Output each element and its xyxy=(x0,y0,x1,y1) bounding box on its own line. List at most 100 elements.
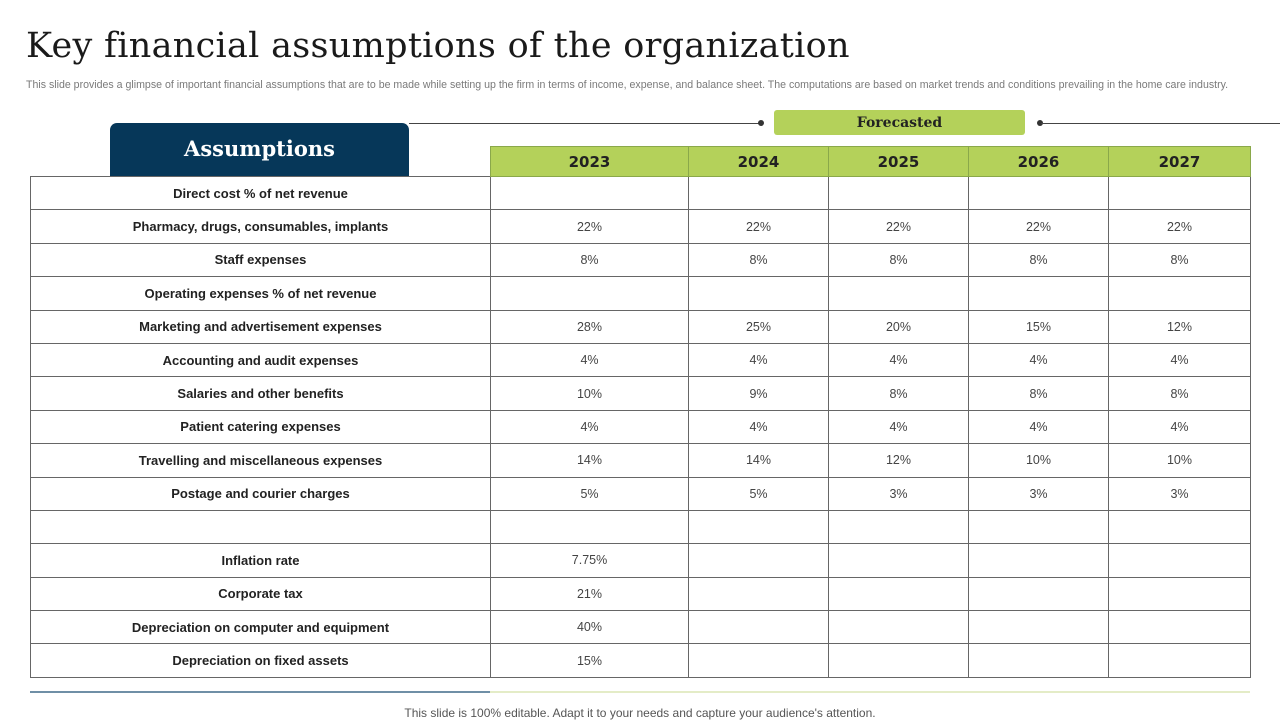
value-cell-2023: 4% xyxy=(490,342,689,378)
table-row: Depreciation on computer and equipment 40… xyxy=(30,610,1251,645)
value-cell-2026: 8% xyxy=(968,242,1109,278)
value-cell-2024: 5% xyxy=(688,476,829,511)
value-cell-2026: 4% xyxy=(968,409,1109,445)
table-row: Salaries and other benefits 10% 9% 8% 8% 8% xyxy=(30,376,1251,411)
value-cell-2025 xyxy=(828,610,969,645)
value-cell-2025 xyxy=(828,509,969,545)
value-cell-2023: 28% xyxy=(490,309,689,344)
value-cell-2025 xyxy=(828,543,969,578)
value-cell-2024 xyxy=(688,276,829,311)
value-cell-2026 xyxy=(968,175,1109,211)
value-cell-2027: 8% xyxy=(1108,376,1251,411)
value-cell-2023: 5% xyxy=(490,476,689,511)
value-cell-2025 xyxy=(828,276,969,311)
value-cell-2026: 15% xyxy=(968,309,1109,344)
row-label xyxy=(30,509,491,545)
table-row: Depreciation on fixed assets 15% xyxy=(30,643,1251,678)
table-row: Postage and courier charges 5% 5% 3% 3% 3% xyxy=(30,476,1251,511)
row-label: Patient catering expenses xyxy=(30,409,491,445)
value-cell-2023: 14% xyxy=(490,443,689,478)
value-cell-2024: 4% xyxy=(688,342,829,378)
value-cell-2027 xyxy=(1108,610,1251,645)
value-cell-2025: 3% xyxy=(828,476,969,511)
value-cell-2024 xyxy=(688,543,829,578)
row-label: Staff expenses xyxy=(30,242,491,278)
value-cell-2027 xyxy=(1108,509,1251,545)
value-cell-2025 xyxy=(828,643,969,678)
row-label: Salaries and other benefits xyxy=(30,376,491,411)
value-cell-2027 xyxy=(1108,276,1251,311)
value-cell-2025: 4% xyxy=(828,409,969,445)
value-cell-2027: 10% xyxy=(1108,443,1251,478)
value-cell-2023 xyxy=(490,276,689,311)
table-row: Corporate tax 21% xyxy=(30,576,1251,612)
value-cell-2026: 10% xyxy=(968,443,1109,478)
row-label: Depreciation on computer and equipment xyxy=(30,610,491,645)
value-cell-2023: 21% xyxy=(490,576,689,612)
row-label: Operating expenses % of net revenue xyxy=(30,276,491,311)
forecasted-label: Forecasted xyxy=(774,110,1025,135)
row-label: Pharmacy, drugs, consumables, implants xyxy=(30,209,491,244)
table-row xyxy=(30,509,1251,545)
value-cell-2027 xyxy=(1108,175,1251,211)
value-cell-2025: 22% xyxy=(828,209,969,244)
value-cell-2026 xyxy=(968,643,1109,678)
year-header-2026: 2026 xyxy=(968,146,1109,177)
value-cell-2024: 22% xyxy=(688,209,829,244)
value-cell-2024: 14% xyxy=(688,443,829,478)
value-cell-2023 xyxy=(490,509,689,545)
page-title: Key financial assumptions of the organiz… xyxy=(26,26,850,66)
table-row: Operating expenses % of net revenue xyxy=(30,276,1251,311)
value-cell-2027: 22% xyxy=(1108,209,1251,244)
row-label: Corporate tax xyxy=(30,576,491,612)
table-row: Direct cost % of net revenue xyxy=(30,175,1251,211)
row-label: Travelling and miscellaneous expenses xyxy=(30,443,491,478)
value-cell-2024 xyxy=(688,576,829,612)
value-cell-2025: 8% xyxy=(828,242,969,278)
year-header-2024: 2024 xyxy=(688,146,829,177)
row-label: Marketing and advertisement expenses xyxy=(30,309,491,344)
table-row: Pharmacy, drugs, consumables, implants 22… xyxy=(30,209,1251,244)
table-row: Staff expenses 8% 8% 8% 8% 8% xyxy=(30,242,1251,278)
connector-line-left xyxy=(409,123,761,124)
value-cell-2024: 8% xyxy=(688,242,829,278)
value-cell-2025: 12% xyxy=(828,443,969,478)
page-subtitle: This slide provides a glimpse of importa… xyxy=(26,79,1229,91)
value-cell-2023: 7.75% xyxy=(490,543,689,578)
table-row: Patient catering expenses 4% 4% 4% 4% 4% xyxy=(30,409,1251,445)
value-cell-2025: 4% xyxy=(828,342,969,378)
year-header-row: 2023 2024 2025 2026 2027 xyxy=(31,146,1251,177)
value-cell-2024 xyxy=(688,610,829,645)
value-cell-2023: 22% xyxy=(490,209,689,244)
row-label: Postage and courier charges xyxy=(30,476,491,511)
value-cell-2023: 10% xyxy=(490,376,689,411)
assumptions-table: 2023 2024 2025 2026 2027 Direct cost % o… xyxy=(30,146,1251,678)
value-cell-2026 xyxy=(968,576,1109,612)
value-cell-2026 xyxy=(968,276,1109,311)
connector-dot-right xyxy=(1037,120,1043,126)
value-cell-2023 xyxy=(490,175,689,211)
value-cell-2027: 3% xyxy=(1108,476,1251,511)
value-cell-2026: 8% xyxy=(968,376,1109,411)
table-row: Accounting and audit expenses 4% 4% 4% 4% 4% xyxy=(30,342,1251,378)
value-cell-2027: 12% xyxy=(1108,309,1251,344)
value-cell-2024 xyxy=(688,643,829,678)
value-cell-2026 xyxy=(968,610,1109,645)
value-cell-2025: 8% xyxy=(828,376,969,411)
row-label: Depreciation on fixed assets xyxy=(30,643,491,678)
value-cell-2024 xyxy=(688,509,829,545)
value-cell-2025: 20% xyxy=(828,309,969,344)
value-cell-2027: 4% xyxy=(1108,342,1251,378)
value-cell-2024: 9% xyxy=(688,376,829,411)
footer-note: This slide is 100% editable. Adapt it to… xyxy=(404,706,876,720)
year-header-2027: 2027 xyxy=(1108,146,1251,177)
table-bottom-accent-right xyxy=(490,691,1250,693)
value-cell-2024: 4% xyxy=(688,409,829,445)
value-cell-2023: 4% xyxy=(490,409,689,445)
year-header-2023: 2023 xyxy=(490,146,689,177)
value-cell-2024 xyxy=(688,175,829,211)
row-label: Inflation rate xyxy=(30,543,491,578)
value-cell-2026 xyxy=(968,543,1109,578)
value-cell-2027: 8% xyxy=(1108,242,1251,278)
value-cell-2027 xyxy=(1108,643,1251,678)
